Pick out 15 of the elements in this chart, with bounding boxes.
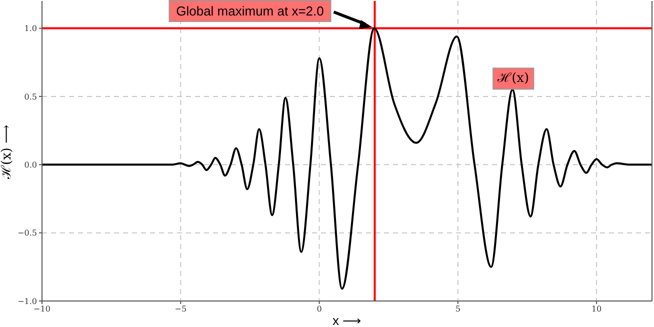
y-tick-label: 0.5	[24, 92, 37, 102]
y-axis-title: ℋ(x) ⟶	[0, 124, 15, 180]
y-tick-label: 1.0	[24, 24, 37, 34]
x-tick-label: 5	[455, 304, 460, 314]
x-tick-label: −5	[174, 304, 187, 314]
annotation: ℋ(x)	[496, 71, 530, 86]
y-tick-label: −1.0	[18, 296, 37, 306]
y-tick-label: 0.0	[24, 160, 37, 170]
x-axis-title: x ⟶	[332, 313, 362, 327]
x-tick-label: −10	[34, 304, 50, 314]
line-series	[42, 27, 652, 290]
y-tick-label: −0.5	[18, 228, 37, 238]
x-tick-label: 0	[316, 304, 322, 314]
annotation: Global maximum at x=2.0	[176, 4, 324, 18]
x-tick-label: 10	[591, 304, 602, 314]
